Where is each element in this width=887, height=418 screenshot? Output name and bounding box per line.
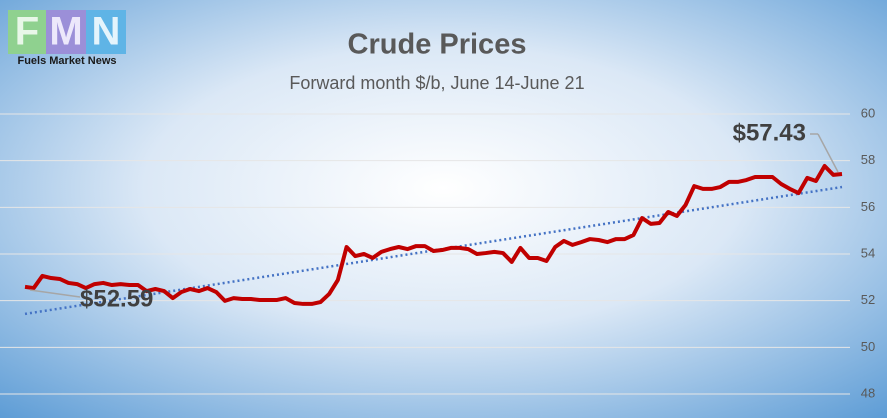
chart-title: Crude Prices: [348, 29, 527, 61]
logo-letter: M: [49, 10, 82, 54]
chart-subtitle: Forward month $/b, June 14-June 21: [289, 73, 584, 93]
price-line: [24, 164, 843, 306]
y-tick-label: 52: [861, 292, 875, 307]
logo-box: [8, 10, 46, 54]
leader-line: [29, 289, 81, 298]
y-tick-label: 60: [861, 105, 875, 120]
logo-tagline: Fuels Market News: [17, 55, 116, 67]
y-tick-label: 48: [861, 385, 875, 400]
logo: F M N Fuels Market News: [8, 10, 126, 67]
y-tick-label: 58: [861, 152, 875, 167]
logo-letter: F: [15, 10, 39, 54]
logo-box: [86, 10, 126, 54]
leader-line: [817, 133, 839, 173]
y-tick-label: 50: [861, 339, 875, 354]
logo-letter: N: [92, 10, 121, 54]
annotation: $52.59: [80, 285, 153, 312]
annotation: $57.43: [733, 119, 806, 146]
y-tick-label: 56: [861, 199, 875, 214]
y-tick-label: 54: [861, 245, 875, 260]
logo-box: [46, 10, 86, 54]
